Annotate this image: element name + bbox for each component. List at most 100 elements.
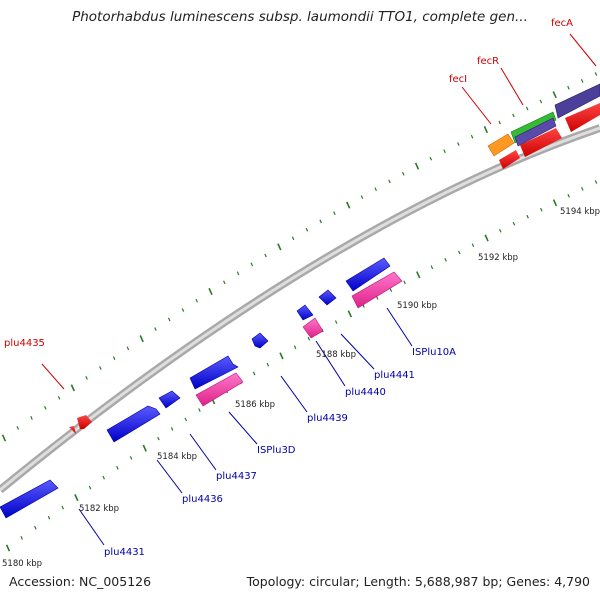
minor-tick bbox=[266, 362, 270, 367]
minor-tick bbox=[388, 179, 391, 184]
gene-label-fecI[interactable]: fecI bbox=[449, 74, 467, 85]
major-tick bbox=[277, 243, 282, 251]
feature-plu4437[interactable] bbox=[158, 390, 181, 409]
minor-tick bbox=[498, 120, 501, 125]
feature-plu4436[interactable] bbox=[106, 405, 161, 443]
minor-tick bbox=[30, 416, 33, 420]
major-tick bbox=[70, 384, 76, 392]
minor-tick bbox=[360, 195, 364, 199]
minor-tick bbox=[88, 485, 92, 490]
feature-plu4441[interactable] bbox=[318, 289, 337, 306]
feature-plu4440[interactable] bbox=[296, 304, 314, 321]
major-tick bbox=[208, 287, 213, 295]
minor-tick bbox=[44, 405, 47, 410]
minor-tick bbox=[443, 149, 446, 154]
minor-tick bbox=[526, 214, 529, 219]
feature-blue-a[interactable] bbox=[189, 355, 239, 390]
minor-tick bbox=[167, 317, 171, 322]
feature-purple-lower[interactable] bbox=[514, 117, 557, 147]
major-tick bbox=[346, 201, 351, 209]
major-tick bbox=[142, 444, 147, 452]
minor-tick bbox=[334, 320, 338, 324]
minor-tick bbox=[457, 250, 461, 255]
tick-label: 5188 kbp bbox=[316, 350, 356, 360]
minor-tick bbox=[499, 228, 502, 233]
major-tick bbox=[552, 199, 558, 207]
feature-fecA[interactable] bbox=[554, 83, 600, 119]
tick-label: 5182 kbp bbox=[79, 504, 119, 514]
major-tick bbox=[139, 335, 144, 343]
minor-tick bbox=[16, 426, 20, 430]
minor-tick bbox=[375, 296, 379, 300]
feature-plu4439[interactable] bbox=[251, 332, 269, 349]
feature-red-b[interactable] bbox=[520, 128, 562, 157]
feature-plu4435-b[interactable] bbox=[77, 415, 92, 429]
minor-tick bbox=[581, 187, 584, 191]
major-tick bbox=[416, 271, 421, 279]
minor-tick bbox=[181, 308, 185, 312]
minor-tick bbox=[129, 456, 133, 460]
feature-ISPlu10A[interactable] bbox=[351, 271, 403, 309]
minor-tick bbox=[99, 366, 102, 370]
minor-tick bbox=[594, 180, 598, 184]
feature-red-c[interactable] bbox=[565, 103, 600, 132]
feature-plu4435-a[interactable] bbox=[69, 426, 76, 434]
major-tick bbox=[484, 234, 489, 242]
feature-red-a[interactable] bbox=[499, 150, 520, 169]
major-tick bbox=[483, 126, 489, 134]
minor-tick bbox=[401, 171, 405, 176]
minor-tick bbox=[444, 257, 447, 262]
minor-tick bbox=[102, 475, 105, 480]
minor-tick bbox=[34, 525, 37, 530]
minor-tick bbox=[223, 280, 226, 285]
feature-blue-b[interactable] bbox=[345, 257, 391, 292]
minor-tick bbox=[252, 371, 256, 376]
gene-label-plu4439[interactable]: plu4439 bbox=[307, 413, 348, 424]
minor-tick bbox=[307, 336, 311, 341]
feature-ISPlu3D[interactable] bbox=[195, 372, 244, 407]
minor-tick bbox=[429, 156, 433, 161]
gene-label-group: plu4431 plu4436 plu4437 ISPlu3D plu4439 … bbox=[4, 18, 573, 558]
genome-summary-text: Topology: circular; Length: 5,688,987 bp… bbox=[246, 574, 590, 589]
minor-tick bbox=[319, 219, 322, 224]
minor-tick bbox=[512, 113, 515, 118]
minor-tick bbox=[47, 515, 51, 520]
feature-plu4431[interactable] bbox=[0, 479, 59, 519]
major-tick bbox=[74, 494, 79, 502]
minor-tick bbox=[184, 417, 188, 422]
major-tick bbox=[279, 352, 284, 360]
major-tick bbox=[5, 544, 11, 552]
minor-tick bbox=[471, 243, 475, 248]
gene-label-ISPlu3D[interactable]: ISPlu3D bbox=[257, 445, 296, 456]
gene-label-plu4435[interactable]: plu4435 bbox=[4, 338, 45, 349]
minor-tick bbox=[567, 193, 570, 198]
major-tick bbox=[1, 434, 7, 442]
gene-label-plu4437[interactable]: plu4437 bbox=[216, 471, 257, 482]
tick-label-group: 5180 kbp 5182 kbp 5184 kbp 5186 kbp 5188… bbox=[2, 207, 600, 569]
tick-label: 5192 kbp bbox=[478, 253, 518, 263]
gene-label-fecR[interactable]: fecR bbox=[477, 56, 499, 67]
gene-label-fecA[interactable]: fecA bbox=[551, 18, 573, 29]
minor-tick bbox=[198, 408, 201, 412]
minor-tick bbox=[512, 221, 516, 226]
gene-label-ISPlu10A[interactable]: ISPlu10A bbox=[412, 347, 456, 358]
minor-tick bbox=[430, 265, 434, 270]
minor-tick bbox=[61, 505, 64, 510]
gene-label-plu4436[interactable]: plu4436 bbox=[182, 494, 223, 505]
minor-tick bbox=[594, 72, 598, 76]
minor-tick bbox=[116, 465, 119, 470]
feature-plu4440-pink[interactable] bbox=[302, 317, 324, 339]
gene-label-plu4431[interactable]: plu4431 bbox=[104, 547, 145, 558]
map-title: Photorhabdus luminescens subsp. laumondi… bbox=[72, 9, 528, 25]
minor-tick bbox=[333, 211, 336, 216]
backbone-inner bbox=[0, 126, 600, 492]
minor-tick bbox=[540, 207, 543, 212]
feature-fecI[interactable] bbox=[487, 133, 515, 157]
gene-label-plu4441[interactable]: plu4441 bbox=[374, 370, 415, 381]
minor-tick bbox=[525, 106, 529, 111]
minor-tick bbox=[112, 356, 116, 360]
minor-tick bbox=[403, 280, 406, 285]
minor-tick bbox=[567, 85, 570, 90]
gene-label-plu4440[interactable]: plu4440 bbox=[345, 387, 386, 398]
